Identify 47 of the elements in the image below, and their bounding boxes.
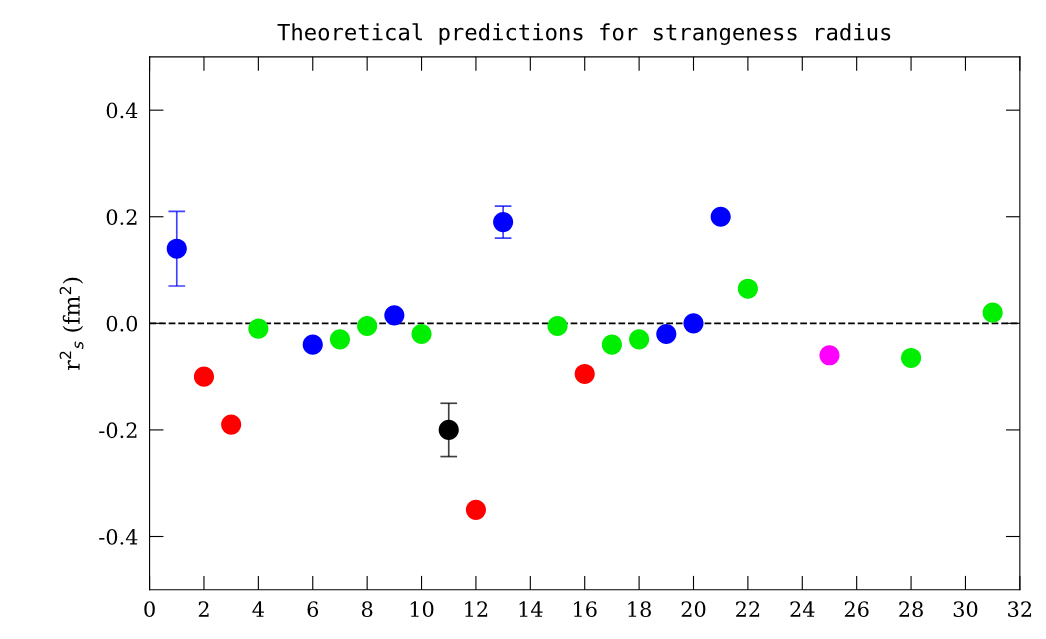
point: [737, 278, 758, 299]
point: [465, 499, 486, 520]
point: [683, 313, 704, 334]
x-tick-label: 0: [144, 601, 155, 618]
x-tick-label: 22: [736, 601, 760, 617]
point: [166, 238, 187, 259]
y-tick-label: 0.0: [106, 315, 138, 332]
point: [819, 345, 840, 366]
point: [547, 315, 568, 337]
x-tick-label: 12: [465, 601, 488, 617]
point: [384, 305, 405, 326]
y-tick-label: 0.4: [106, 102, 138, 119]
y-axis-title: r$^{2}$$_{s}$ (fm$^{2}$): [59, 277, 84, 370]
y-tick-label: 0.2: [106, 209, 137, 225]
x-tick-label: 28: [899, 601, 923, 618]
point: [438, 419, 459, 440]
x-tick-label: 8: [361, 601, 373, 618]
x-tick-label: 20: [681, 601, 706, 618]
chart-title: Theoretical predictions for strangeness radius: [277, 23, 891, 45]
x-tick-label: 6: [307, 601, 319, 618]
x-tick-label: 30: [953, 601, 978, 618]
x-tick-label: 14: [519, 601, 543, 617]
x-tick-label: 4: [252, 601, 264, 617]
x-tick-label: 10: [410, 601, 434, 618]
point: [248, 318, 269, 339]
point: [901, 347, 922, 369]
point: [302, 334, 323, 355]
x-tick-label: 18: [628, 601, 651, 618]
point: [357, 315, 378, 337]
point: [221, 414, 242, 435]
y-tick-label: -0.4: [99, 528, 138, 545]
point: [710, 206, 731, 227]
y-tick-label: -0.2: [99, 422, 137, 439]
point: [329, 329, 351, 350]
point: [574, 363, 595, 385]
x-tick-label: 24: [790, 601, 815, 617]
point: [982, 302, 1003, 323]
x-tick-label: 2: [198, 601, 209, 617]
x-tick-label: 16: [574, 601, 597, 618]
point: [656, 323, 677, 345]
point: [493, 212, 514, 233]
point: [601, 334, 622, 355]
point: [411, 323, 432, 345]
x-tick-label: 32: [1008, 601, 1032, 618]
point: [629, 329, 650, 350]
point: [193, 366, 215, 387]
x-tick-label: 26: [844, 601, 869, 618]
